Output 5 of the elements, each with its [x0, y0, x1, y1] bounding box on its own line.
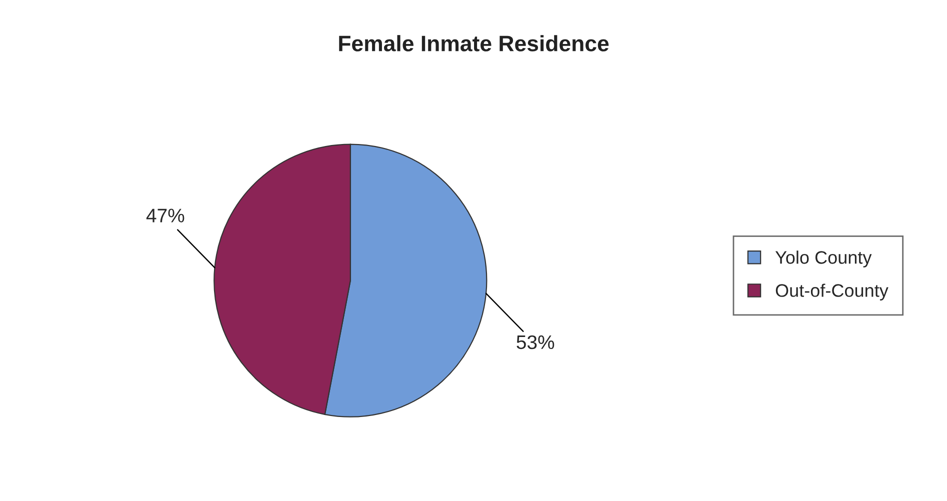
data-label: 47% [146, 208, 184, 222]
data-label: 53% [516, 335, 554, 350]
chart-title: Female Inmate Residence [339, 35, 609, 52]
legend-label: Yolo County [775, 250, 872, 268]
legend-label: Out-of-County [776, 284, 888, 301]
